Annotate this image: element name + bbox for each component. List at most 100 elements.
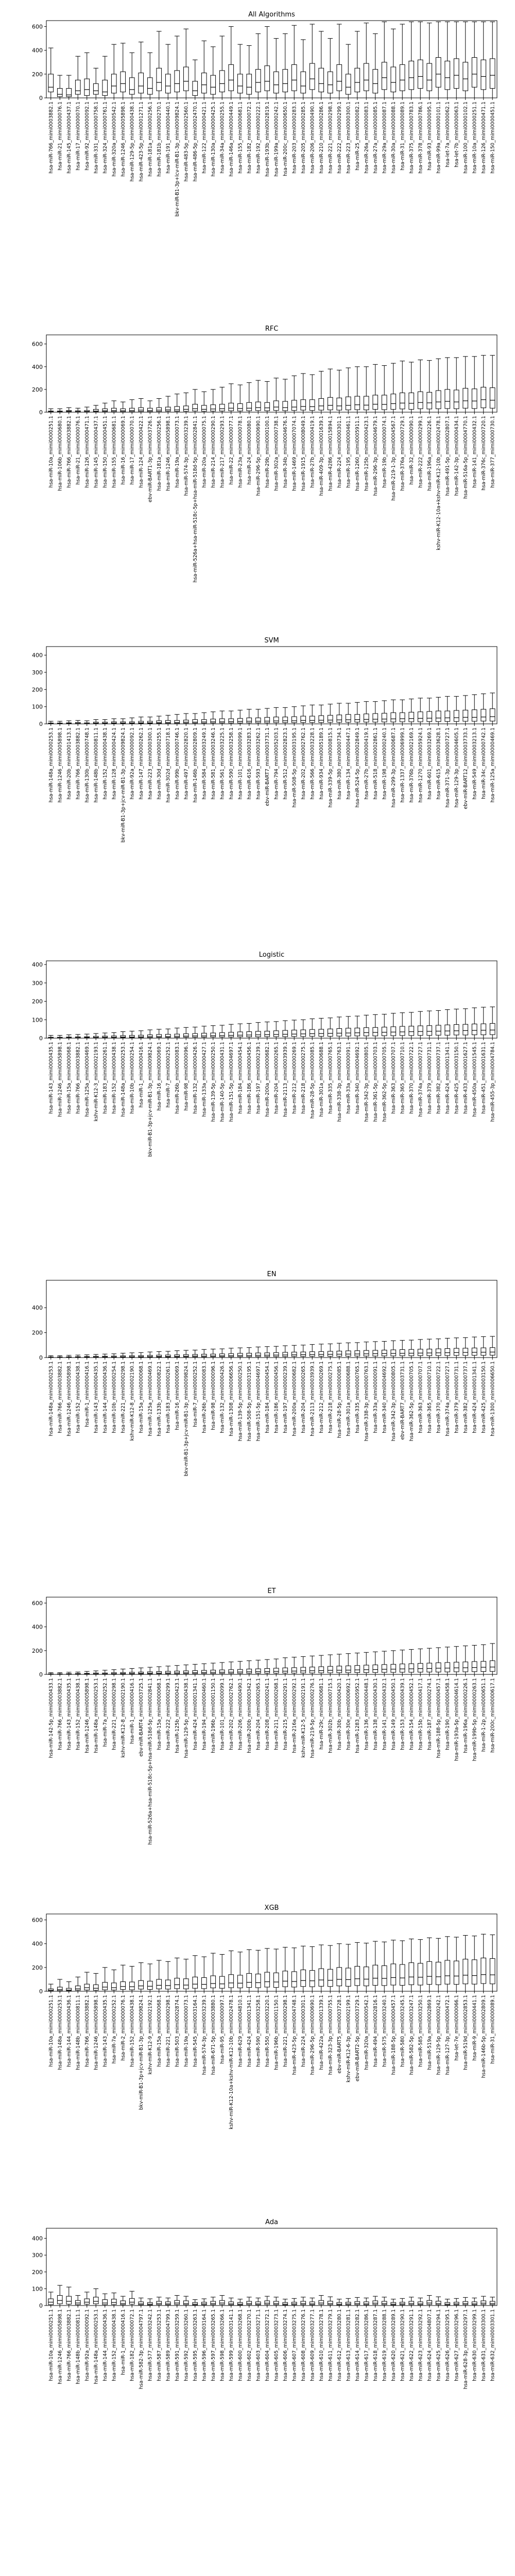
subplot-3: Logistic 0 100 200 300 400 hsa-miR-143_mimi000… — [32, 951, 497, 1157]
x-tick-label: hsa-miR-30e_mimi0000692.1 — [346, 1678, 351, 1750]
box-23 — [255, 2297, 261, 2306]
box-38 — [390, 1013, 397, 1039]
x-tick-label: hsa-miR-140-5p_mimi0000431.1 — [219, 1042, 225, 1122]
x-tick-label: hsa-miR-379_mimi0000731.1 — [454, 1361, 459, 1433]
x-tick-label: hsa-miR-218_mimi0000275.1 — [328, 1361, 333, 1433]
box-25 — [273, 707, 279, 724]
box-body — [210, 75, 216, 95]
box-6 — [102, 1353, 108, 1358]
box-body — [309, 1029, 315, 1037]
box-body — [417, 391, 423, 409]
box-body — [327, 1969, 333, 1987]
x-tick-label: bkv-miR-B1-3p+jcv-miR-B1-3p_mimi0009824.… — [121, 727, 126, 842]
box-41 — [417, 1939, 423, 1992]
box-38 — [390, 2299, 397, 2306]
box-body — [291, 1971, 297, 1988]
box-body — [264, 717, 270, 723]
box-27 — [291, 1947, 297, 1992]
box-body — [111, 74, 117, 94]
box-body — [228, 402, 234, 411]
x-tick-label: hsa-miR-127-3p_mimi0000472.1 — [445, 1995, 451, 2075]
x-tick-label: hsa-miR-340_mimi0004692.1 — [355, 1042, 360, 1114]
box-body — [174, 1671, 180, 1674]
box-body — [192, 1033, 198, 1038]
box-30 — [318, 371, 324, 413]
box-18 — [210, 389, 216, 413]
box-body — [255, 1668, 261, 1674]
x-tick-label: hsa-miR-182_mimi0000072.1 — [247, 101, 252, 174]
box-body — [327, 71, 333, 94]
x-tick-label: hsa-miR-211_mimi0000268.1 — [273, 1678, 279, 1750]
box-body — [399, 393, 405, 410]
x-tick-label: hsa-miR-335_mimi0000765.1 — [355, 1361, 360, 1433]
x-tick-label: hsa-miR-151-5p_mimi0004697.1 — [229, 1042, 234, 1122]
box-body — [381, 713, 387, 722]
box-body — [147, 2302, 153, 2306]
box-17 — [201, 1956, 207, 1992]
x-tick-label: hsa-miR-153_mimi0000439.1 — [400, 1678, 405, 1750]
box-29 — [309, 24, 315, 98]
x-tick-label: hsa-miR-610_mimi0003278.1 — [319, 2309, 324, 2381]
x-tick-label: hsa-miR-596_mimi0003164.1 — [201, 2309, 207, 2381]
x-tick-label: hsa-miR-423-5p_mimi0004748.1 — [291, 1995, 297, 2075]
box-body — [219, 1669, 225, 1674]
box-body — [192, 404, 198, 412]
box-15 — [183, 713, 189, 724]
box-body — [237, 2302, 243, 2306]
box-body — [273, 1352, 279, 1357]
box-body — [336, 397, 342, 411]
x-tick-label: hsa-miR-101_mimi0000099.1 — [219, 1678, 225, 1750]
x-tick-label: hsa-miR-26b_mimi0000083.1 — [175, 1042, 180, 1114]
x-tick-label: hsa-miR-16_mimi0000069.1 — [157, 1042, 162, 1111]
x-tick-label: hsa-miR-221_mimi0000298.1 — [165, 1995, 171, 2067]
x-tick-label: hsa-miR-629_mimi0004810.1 — [237, 1995, 243, 2067]
x-tick-label: hsa-miR-1246_mimi0005898.1 — [93, 1995, 99, 2070]
box-body — [453, 1024, 459, 1036]
box-0 — [48, 1035, 54, 1039]
plot-frame — [46, 1597, 497, 1675]
x-tick-label: hsa-miR-1246_mimi0005898.1 — [121, 101, 126, 177]
x-tick-label: hsa-miR-221_mimi0000298.1 — [121, 1361, 126, 1433]
x-tick-label: hsa-miR-1-2p_mimi0000651.1 — [481, 1678, 487, 1752]
box-body — [219, 404, 225, 412]
y-tick-label: 0 — [39, 1354, 43, 1361]
x-tick-label: hsa-miR-338-3p_mimi0000763.1 — [364, 1361, 369, 1441]
box-body — [354, 714, 360, 723]
box-body — [372, 395, 379, 410]
x-tick-label: hsa-miR-671-5p_mimi0003880.1 — [211, 1995, 216, 2075]
box-30 — [318, 1344, 324, 1358]
box-48 — [480, 2296, 487, 2306]
box-body — [138, 1035, 144, 1038]
box-41 — [417, 360, 423, 413]
box-3 — [75, 408, 81, 413]
x-tick-label: hsa-miR-222_mimi0000299.1 — [165, 1678, 171, 1750]
box-5 — [93, 1670, 99, 1675]
box-body — [201, 405, 207, 412]
box-15 — [183, 1959, 189, 1992]
subplot-2: SVM 0 100 200 300 400 hsa-miR-148a_mimi0000253… — [32, 637, 497, 842]
box-7 — [111, 1969, 117, 1992]
x-tick-label: hsa-let-7b_mimi0000063.1 — [454, 101, 459, 167]
x-tick-label: ebv-miR-BART7_mimi0003731.1 — [400, 1361, 405, 1440]
box-26 — [282, 1020, 288, 1039]
box-body — [435, 1961, 441, 1985]
box-body — [192, 1976, 198, 1989]
box-10 — [138, 42, 144, 98]
box-body — [255, 1974, 261, 1988]
x-tick-label: hsa-miR-187_mimi0000274.1 — [427, 1678, 433, 1750]
box-body — [444, 1662, 451, 1672]
box-body — [381, 1965, 387, 1986]
x-tick-label: hsa-miR-365_mimi0000710.1 — [400, 1042, 405, 1114]
x-tick-label: hsa-miR-299-3p_mimi0000687.1 — [391, 727, 397, 807]
box-body — [480, 386, 487, 409]
box-body — [489, 387, 495, 409]
box-17 — [201, 1026, 207, 1039]
box-body — [462, 1348, 469, 1356]
box-body — [444, 389, 451, 409]
box-20 — [228, 383, 234, 413]
y-tick-label: 400 — [32, 1304, 43, 1311]
x-tick-label: hsa-miR-25_mimi0000082.1 — [355, 101, 360, 171]
plot-frame — [46, 20, 497, 98]
box-34 — [354, 31, 360, 98]
box-body — [219, 1353, 225, 1358]
